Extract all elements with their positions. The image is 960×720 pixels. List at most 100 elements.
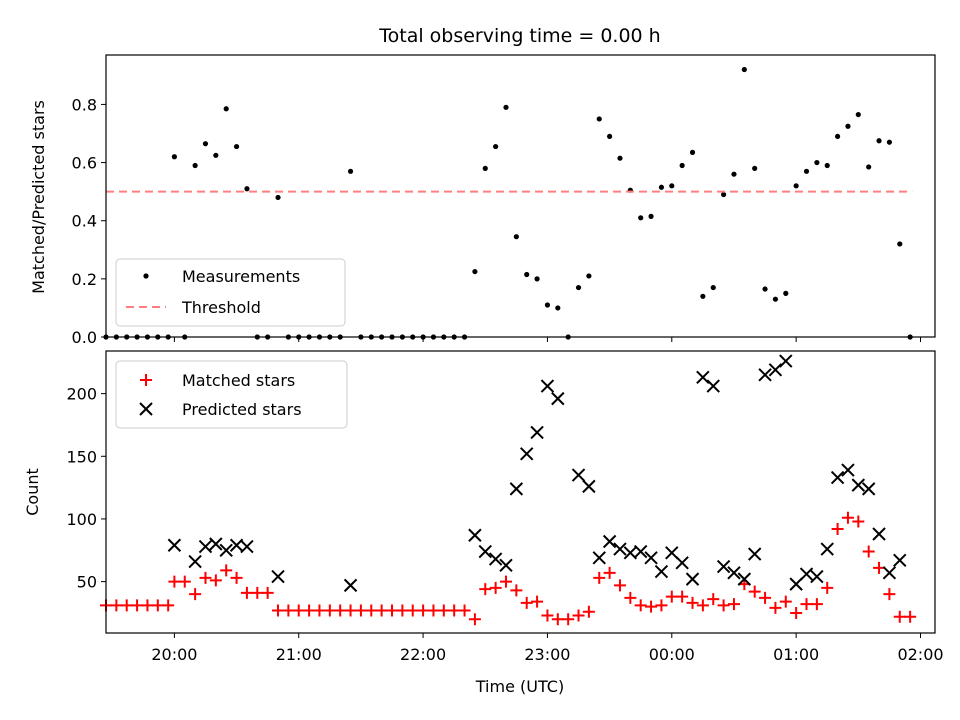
predicted-point-21 bbox=[602, 534, 617, 549]
matched-point-68 bbox=[800, 598, 813, 611]
matched-point-48 bbox=[593, 571, 606, 584]
measurement-point-61 bbox=[731, 171, 737, 177]
bottom-panel: 50 100 150 200 20:00 21:00 22:00 23:00 00:00 01:… bbox=[23, 350, 944, 696]
predicted-point-41 bbox=[810, 569, 824, 584]
predicted-point-12 bbox=[499, 558, 513, 573]
matched-point-1 bbox=[110, 599, 123, 612]
predicted-point-9 bbox=[468, 528, 482, 542]
matched-point-42 bbox=[531, 595, 544, 608]
top-plot-frame bbox=[105, 54, 936, 338]
predicted-point-34 bbox=[737, 572, 752, 586]
matched-point-3 bbox=[131, 599, 144, 612]
predicted-point-32 bbox=[716, 559, 731, 574]
predicted-point-13 bbox=[509, 482, 524, 496]
predicted-point-39 bbox=[789, 577, 803, 591]
predicted-point-24 bbox=[633, 544, 648, 559]
predicted-point-17 bbox=[551, 391, 565, 406]
top-y-tick-label-0: 0.0 bbox=[72, 328, 97, 347]
matched-point-28 bbox=[386, 604, 399, 617]
matched-point-33 bbox=[437, 604, 450, 617]
matched-point-70 bbox=[821, 581, 834, 594]
measurement-point-56 bbox=[679, 162, 685, 169]
bottom-plot-frame bbox=[105, 350, 936, 634]
measurement-point-58 bbox=[700, 293, 706, 299]
figure-title: Total observing time = 0.00 h bbox=[378, 25, 660, 47]
matched-point-11 bbox=[209, 574, 222, 587]
matched-point-29 bbox=[396, 604, 409, 617]
matched-point-51 bbox=[624, 591, 637, 604]
matched-point-6 bbox=[162, 599, 175, 612]
matched-point-20 bbox=[303, 604, 316, 617]
bottom-x-tick-label-3: 23:00 bbox=[524, 645, 570, 664]
matched-point-67 bbox=[790, 606, 803, 619]
predicted-point-40 bbox=[799, 567, 814, 581]
measurement-point-11 bbox=[213, 152, 219, 158]
predicted-point-14 bbox=[520, 447, 534, 461]
top-x-ticks bbox=[173, 337, 921, 342]
matched-point-23 bbox=[334, 604, 347, 617]
matched-point-47 bbox=[582, 605, 595, 618]
measurement-point-74 bbox=[866, 164, 872, 170]
measurement-point-60 bbox=[721, 191, 727, 198]
measurement-point-37 bbox=[482, 165, 488, 171]
predicted-point-44 bbox=[841, 463, 855, 477]
bottom-x-tick-label-6: 02:00 bbox=[897, 645, 943, 664]
matched-point-44 bbox=[551, 613, 564, 626]
measurement-point-10 bbox=[202, 141, 209, 147]
matched-point-24 bbox=[344, 604, 357, 617]
measurement-point-36 bbox=[472, 268, 478, 275]
predicted-point-25 bbox=[644, 551, 658, 565]
measurement-point-54 bbox=[658, 184, 665, 190]
matched-point-40 bbox=[510, 584, 523, 597]
measurement-point-67 bbox=[793, 183, 799, 189]
legend-predicted-label: Predicted stars bbox=[182, 400, 302, 419]
predicted-point-0 bbox=[167, 538, 182, 552]
measurement-point-68 bbox=[803, 168, 810, 174]
bottom-legend-box bbox=[115, 360, 348, 429]
matched-point-64 bbox=[759, 591, 772, 604]
matched-point-5 bbox=[151, 599, 164, 612]
bottom-x-tick-label-4: 00:00 bbox=[649, 645, 695, 664]
measurement-point-46 bbox=[575, 284, 582, 291]
matched-point-13 bbox=[230, 571, 243, 584]
matched-point-7 bbox=[168, 575, 181, 588]
predicted-point-6 bbox=[240, 539, 254, 554]
predicted-point-43 bbox=[830, 470, 845, 485]
measurement-point-66 bbox=[783, 290, 789, 296]
matched-point-71 bbox=[831, 522, 844, 535]
matched-point-4 bbox=[141, 599, 154, 612]
measurement-point-49 bbox=[607, 133, 613, 140]
matched-point-57 bbox=[686, 596, 699, 609]
predicted-point-29 bbox=[685, 572, 700, 586]
measurement-point-73 bbox=[855, 111, 861, 118]
bottom-y-tick-label-0: 50 bbox=[77, 573, 97, 592]
measurement-point-7 bbox=[171, 154, 177, 160]
top-y-axis-label: Matched/Predicted stars bbox=[29, 100, 48, 294]
measurement-point-14 bbox=[244, 186, 250, 192]
matched-point-52 bbox=[634, 599, 647, 612]
bottom-data-marks bbox=[100, 354, 917, 626]
top-data-marks bbox=[103, 66, 913, 340]
bottom-x-tick-label-0: 20:00 bbox=[151, 645, 197, 664]
legend-predicted-marker bbox=[139, 402, 153, 416]
matched-point-50 bbox=[613, 579, 626, 592]
measurement-point-52 bbox=[638, 215, 644, 221]
legend-threshold-label: Threshold bbox=[181, 298, 261, 317]
matched-point-65 bbox=[769, 601, 782, 614]
bottom-y-tick-label-3: 200 bbox=[66, 385, 97, 404]
matched-point-8 bbox=[178, 575, 191, 588]
predicted-point-7 bbox=[271, 569, 285, 584]
bottom-legend: Matched stars Predicted stars bbox=[115, 360, 348, 429]
matched-point-36 bbox=[468, 613, 481, 626]
top-y-tick-label-3: 0.6 bbox=[72, 154, 97, 173]
matched-point-16 bbox=[261, 586, 274, 599]
measurement-point-13 bbox=[233, 143, 240, 150]
matched-point-58 bbox=[696, 599, 709, 612]
predicted-point-42 bbox=[820, 542, 834, 556]
matched-point-39 bbox=[499, 575, 512, 588]
predicted-point-49 bbox=[893, 553, 907, 568]
matched-point-69 bbox=[810, 598, 823, 611]
predicted-point-20 bbox=[592, 551, 606, 565]
top-y-ticks: 0.0 0.2 0.4 0.6 0.8 bbox=[72, 95, 106, 347]
